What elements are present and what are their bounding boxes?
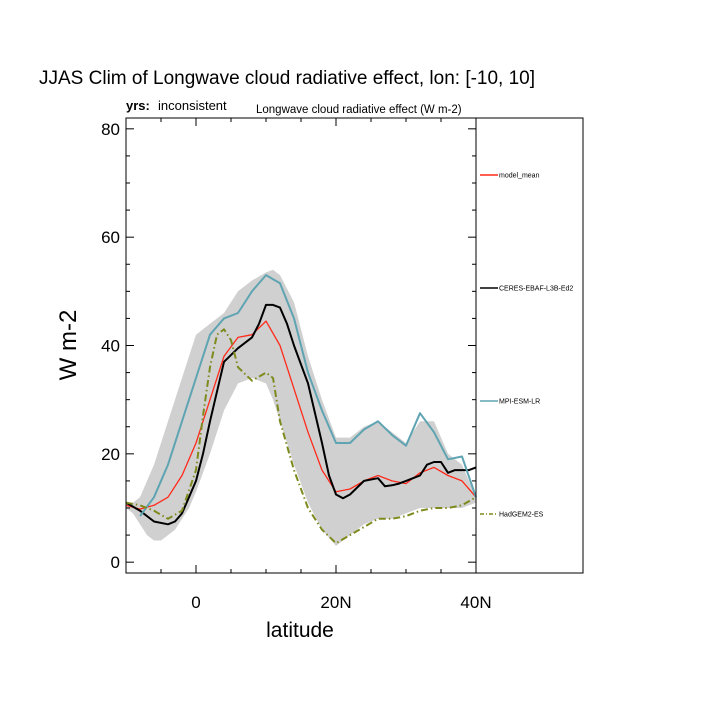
subtitle-years-value: inconsistent — [158, 98, 227, 113]
y-tick-label: 60 — [101, 228, 120, 247]
series-line-model-mean — [125, 320, 477, 510]
subtitle-years-label: yrs: — [126, 98, 150, 113]
y-tick-label: 80 — [101, 120, 120, 139]
y-tick-label: 40 — [101, 337, 120, 356]
legend-label: HadGEM2-ES — [499, 512, 544, 519]
series-line-mpi-esm-lr — [139, 274, 477, 517]
legend-label: MPI-ESM-LR — [499, 399, 540, 406]
plot-area: 0 20 40 60 80 0 20N 40N model_mean CERES-EBAF-L3B… — [101, 117, 584, 612]
y-tick-label: 0 — [111, 553, 120, 572]
y-tick-label: 20 — [101, 445, 120, 464]
x-tick-label: 20N — [320, 593, 351, 612]
spread-band — [126, 269, 476, 546]
x-tick-label: 40N — [460, 593, 491, 612]
chart-title: JJAS Clim of Longwave cloud radiative ef… — [39, 68, 535, 89]
series-line-hadgem2-es — [125, 328, 477, 545]
y-axis-title: W m-2 — [55, 310, 82, 381]
x-axis-title: latitude — [266, 619, 334, 642]
legend-label: CERES-EBAF-L3B-Ed2 — [499, 286, 573, 293]
subtitle-variable: Longwave cloud radiative effect (W m-2) — [256, 104, 462, 116]
legend-frame — [475, 117, 584, 574]
series-line-ceres-ebaf-l3b-ed2 — [125, 303, 477, 526]
legend-label: model_mean — [499, 173, 540, 180]
x-tick-label: 0 — [191, 593, 200, 612]
